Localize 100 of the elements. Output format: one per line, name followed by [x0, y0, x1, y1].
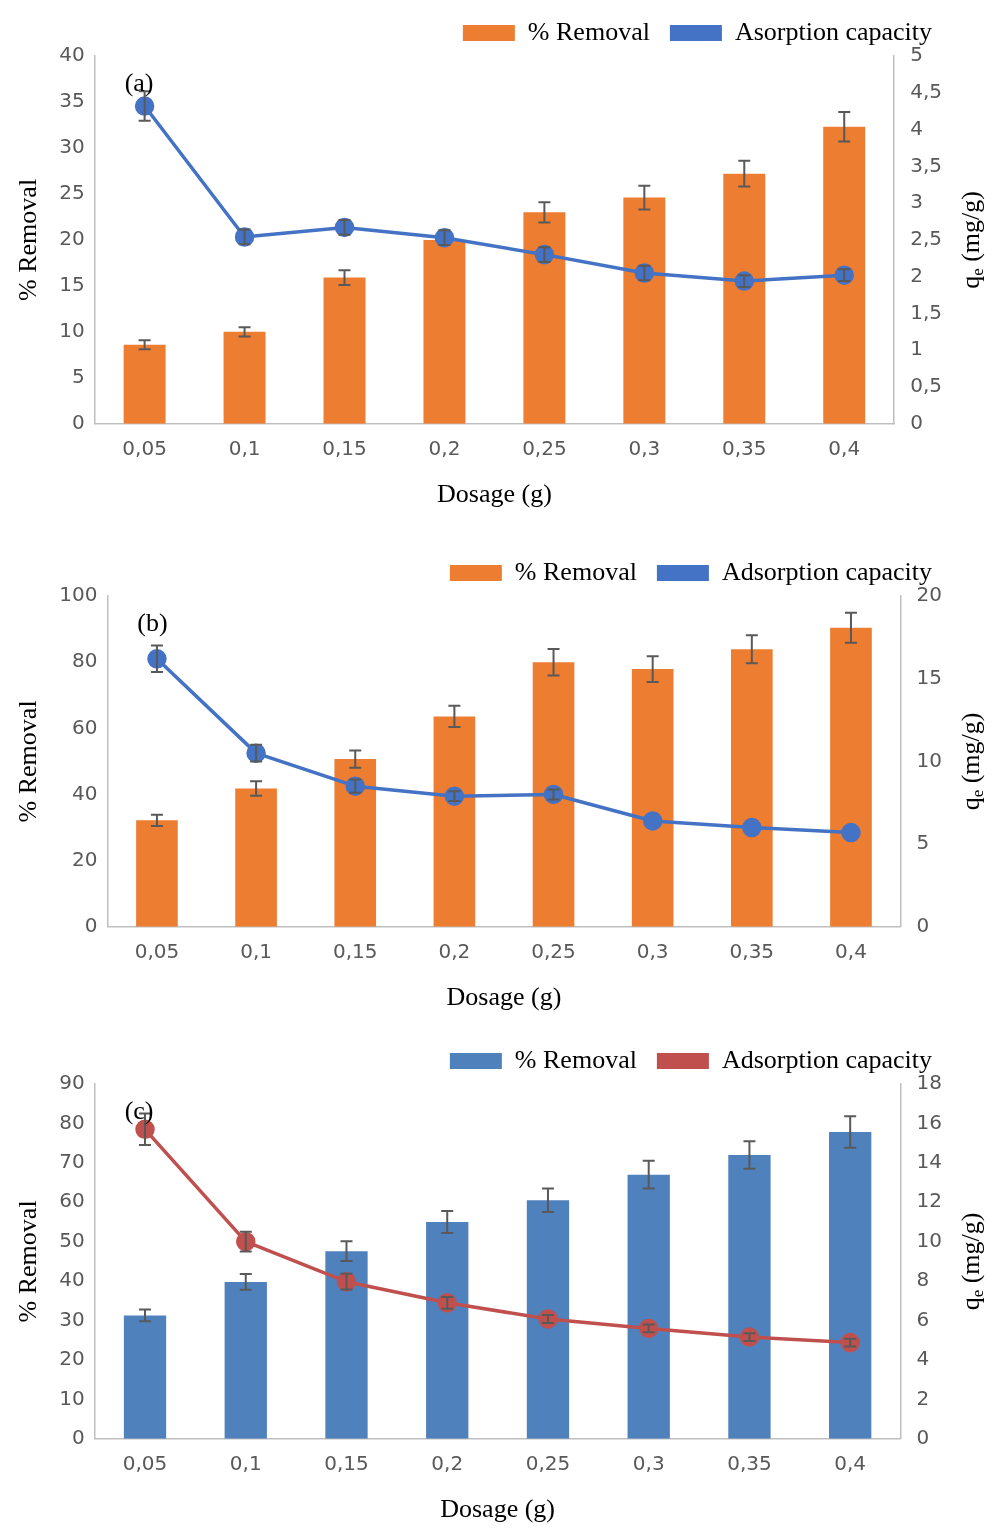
x-tick-label: 0,25 [531, 939, 576, 963]
x-tick-label: 0,1 [228, 436, 261, 460]
y-tick-label: 10 [59, 1385, 85, 1410]
y2-tick-label: 0 [910, 410, 923, 434]
y2-tick-label: 4,5 [910, 78, 943, 103]
bar [627, 1174, 670, 1439]
y2-tick-label: 14 [916, 1149, 942, 1174]
x-tick-label: 0,1 [229, 1451, 262, 1475]
y2-tick-label: 16 [916, 1109, 942, 1134]
bar [728, 1154, 771, 1439]
y2-tick-label: 10 [916, 1227, 942, 1252]
y-tick-label: 80 [71, 648, 98, 673]
y2-tick-label: 4 [916, 1346, 930, 1371]
y2-tick-label: 0,5 [910, 373, 943, 398]
x-tick-label: 0,35 [727, 1451, 772, 1475]
bar [526, 1200, 570, 1439]
y2-axis-title: qe (mg/g) [955, 1212, 987, 1311]
y-tick-label: 20 [59, 1346, 85, 1371]
y-tick-label: 40 [71, 780, 98, 805]
x-tick-label: 0,3 [632, 1451, 665, 1475]
y2-tick-label: 3,5 [910, 152, 943, 177]
x-tick-label: 0,2 [428, 436, 461, 460]
y-tick-label: 50 [59, 1227, 85, 1252]
bar [433, 716, 476, 927]
y2-axis-title: qe (mg/g) [955, 712, 987, 811]
y-tick-label: 15 [59, 272, 85, 297]
x-tick-label: 0,2 [431, 1451, 464, 1475]
y-tick-label: 20 [71, 846, 98, 871]
point [538, 1309, 558, 1329]
x-tick-label: 0,15 [322, 436, 367, 460]
x-tick-label: 0,3 [628, 436, 661, 460]
x-tick-label: 0,05 [134, 939, 180, 963]
y-tick-label: 30 [59, 134, 85, 159]
bar [136, 820, 178, 927]
bar [223, 331, 266, 424]
x-tick-label: 0,15 [332, 939, 378, 963]
y-tick-label: 0 [71, 1425, 85, 1449]
point [742, 817, 762, 838]
bar [123, 1315, 167, 1439]
x-tick-label: 0,15 [324, 1451, 369, 1475]
y-tick-label: 5 [71, 364, 85, 389]
legend-label: % Removal [514, 556, 637, 586]
point [841, 822, 861, 843]
y-tick-label: 35 [59, 88, 85, 113]
legend-label: % Removal [527, 16, 650, 46]
y-tick-label: 40 [59, 42, 85, 67]
annotation: (c) [124, 1095, 154, 1125]
bar [532, 662, 575, 927]
x-tick-label: 0,05 [122, 1451, 168, 1475]
x-tick-label: 0,4 [834, 1451, 867, 1475]
bar [829, 1132, 872, 1439]
bar [830, 627, 872, 927]
point [638, 1318, 659, 1339]
y2-tick-label: 2 [910, 262, 923, 287]
x-axis-title: Dosage (g) [440, 1494, 555, 1524]
bar [334, 759, 377, 927]
bar [325, 1251, 368, 1439]
x-tick-label: 0,1 [240, 939, 272, 963]
bar [323, 277, 366, 424]
y-tick-label: 100 [59, 582, 98, 607]
y-axis-title: % Removal [13, 178, 43, 301]
y-tick-label: 0 [71, 410, 85, 434]
legend-label: % Removal [514, 1044, 637, 1074]
y2-tick-label: 2,5 [910, 226, 943, 251]
bar [123, 344, 166, 424]
x-tick-label: 0,05 [122, 436, 167, 460]
bar [731, 649, 773, 927]
bar [523, 212, 566, 424]
y-tick-label: 60 [59, 1188, 85, 1213]
point [840, 1332, 860, 1353]
y-tick-label: 90 [59, 1070, 85, 1095]
y-tick-label: 30 [59, 1306, 85, 1331]
x-tick-label: 0,25 [525, 1451, 571, 1475]
annotation: (b) [137, 607, 168, 637]
x-tick-label: 0,35 [722, 436, 767, 460]
y2-tick-label: 5 [916, 830, 930, 855]
y2-tick-label: 0 [916, 913, 930, 937]
y-tick-label: 20 [59, 226, 85, 251]
y-tick-label: 60 [71, 714, 98, 739]
y-axis-title: % Removal [13, 1200, 43, 1323]
y-tick-label: 70 [59, 1149, 85, 1174]
y2-tick-label: 12 [916, 1188, 942, 1213]
y2-tick-label: 2 [916, 1385, 930, 1410]
y2-tick-label: 15 [916, 664, 942, 689]
x-tick-label: 0,4 [828, 436, 861, 460]
bar [224, 1281, 267, 1439]
x-tick-label: 0,25 [522, 436, 567, 460]
bar [823, 126, 866, 424]
y2-tick-label: 8 [916, 1267, 930, 1292]
point [739, 1327, 760, 1347]
y2-tick-label: 0 [916, 1425, 930, 1449]
x-tick-label: 0,3 [636, 939, 669, 963]
point [642, 811, 663, 831]
y2-tick-label: 3 [910, 189, 923, 214]
y2-axis-title: qe (mg/g) [955, 191, 987, 289]
y2-tick-label: 10 [916, 747, 942, 772]
x-tick-label: 0,4 [835, 939, 867, 963]
y-tick-label: 40 [59, 1267, 85, 1292]
y2-tick-label: 1,5 [910, 299, 943, 324]
y-tick-label: 25 [59, 180, 85, 205]
